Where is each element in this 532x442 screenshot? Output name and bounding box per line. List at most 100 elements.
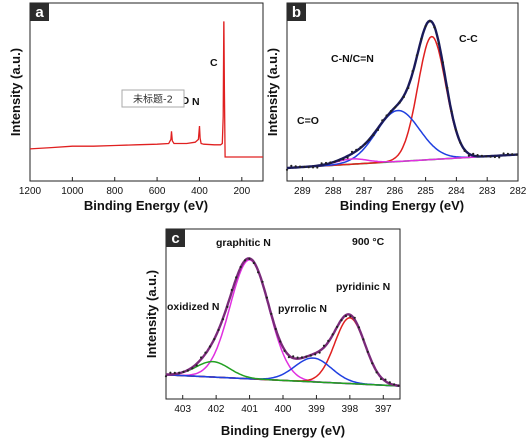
panel-c-data-point [336, 325, 339, 328]
panel-c-data-point [340, 319, 343, 322]
peak-label-oxidized-n: oxidized N [167, 301, 220, 313]
panel-b-data-point [394, 106, 397, 109]
panel-a: a 1200 1000 800 600 400 200 C N O 未标题-2 Inten… [8, 2, 264, 213]
panel-c-data-point [164, 375, 168, 378]
panel-c-data-point [300, 356, 304, 359]
panel-b-data-point [337, 159, 341, 162]
panel-b-data-point [420, 37, 423, 41]
panel-b-data-point [376, 128, 380, 131]
panel-b-data-point [385, 114, 388, 117]
panel-a-x-tick-label: 600 [149, 186, 166, 197]
panel-c-data-point [178, 371, 181, 374]
panel-b-x-tick-label: 283 [479, 186, 496, 197]
panel-c-data-point [274, 327, 277, 331]
component-c-n-c-n [286, 109, 519, 169]
panel-a-x-label: Binding Energy (eV) [84, 198, 208, 213]
panel-c-data-point [292, 355, 295, 358]
panel-c-data-point [287, 356, 290, 359]
panel-b-data-point [446, 86, 449, 89]
panel-c-data-point [213, 338, 216, 341]
panel-c-data-point [217, 328, 220, 332]
panel-c-data-point [261, 280, 264, 283]
panel-c-x-tick-label: 401 [241, 404, 258, 415]
panel-a-survey-line [29, 21, 263, 158]
panel-a-y-label: Intensity (a.u.) [8, 48, 23, 136]
temperature-label: 900 °C [352, 236, 385, 248]
panel-c-data-point [204, 351, 207, 354]
panel-c-curves [164, 257, 401, 387]
panel-b-data-point [402, 95, 405, 98]
panel-c-letter-box [166, 229, 185, 247]
panel-b-curves [285, 19, 519, 171]
peak-label-graphitic-n: graphitic N [216, 237, 271, 249]
panel-b-data-point [498, 156, 501, 159]
panel-b-x-tick-label: 285 [417, 186, 434, 197]
panel-b-x-tick-label: 286 [386, 186, 403, 197]
panel-c-data-point [322, 344, 326, 347]
panel-b-data-point [454, 128, 457, 131]
panel-c-data-point [279, 340, 282, 343]
panel-c-data-point [349, 315, 352, 318]
panel-c-x-tick-label: 400 [275, 404, 292, 415]
panel-b-data-point [342, 158, 345, 161]
panel-c-data-point [314, 353, 317, 356]
panel-b-data-point [506, 152, 509, 155]
panel-c-data-point [169, 371, 172, 374]
panel-a-x-tick-label: 800 [106, 186, 123, 197]
panel-c-data-point [353, 316, 356, 319]
window-overlay-title: 未标题-2 [133, 94, 173, 106]
panel-b-x-tick-label: 282 [510, 186, 527, 197]
panel-b-data-point [298, 165, 302, 168]
component-oxidized-n [166, 360, 401, 387]
panel-b-data-point [480, 154, 483, 157]
panel-b-data-point [363, 142, 367, 145]
component-graphitic-n [165, 259, 401, 387]
panel-b-data-point [450, 110, 453, 113]
panel-b-data-point [437, 42, 440, 45]
peak-label-o: O [181, 95, 189, 107]
panel-c-envelope [166, 257, 401, 387]
panel-b-data-point [294, 165, 297, 168]
panel-c-data-point [208, 345, 211, 348]
peak-label-c: C [210, 57, 218, 69]
panel-c-data-point [379, 377, 383, 381]
panel-b-x-tick-label: 289 [294, 186, 311, 197]
panel-c-data-point [230, 288, 233, 292]
panel-c-data-point [191, 367, 194, 370]
panel-c-data-point [327, 339, 330, 342]
panel-b-x-tick-label: 284 [448, 186, 465, 197]
panel-c-data-point [344, 315, 347, 318]
panel-a-x-tick-label: 1000 [61, 186, 84, 197]
panel-b-data-point [372, 134, 375, 137]
panel-b-data-point [493, 155, 496, 159]
panel-a-x-tick-label: 1200 [19, 186, 42, 197]
panel-c-data-point [235, 276, 238, 279]
panel-c-x-tick-label: 398 [342, 404, 359, 415]
panel-b-data-point [485, 155, 488, 158]
panel-b-y-label: Intensity (a.u.) [265, 48, 280, 136]
panel-c-data-point [252, 261, 255, 265]
peak-label-c-c: C-C [459, 33, 478, 45]
peak-label-pyrrolic-n: pyrrolic N [278, 303, 327, 315]
panel-b-letter: b [292, 4, 301, 21]
panel-a-x-ticks: 1200 1000 800 600 400 200 [19, 177, 251, 197]
panel-c-data-point [371, 362, 374, 365]
panel-b-data-point [381, 119, 384, 122]
panel-b-data-point [411, 70, 414, 73]
panel-c-data-point [388, 381, 391, 384]
panel-b-data-point [428, 20, 431, 23]
panel-b-data-point [424, 25, 427, 28]
panel-c-data-point [226, 305, 229, 308]
panel-c-data-point [200, 356, 203, 359]
panel-c-data-point [331, 333, 334, 336]
panel-c-x-tick-label: 403 [174, 404, 191, 415]
panel-c-data-point [366, 350, 369, 353]
panel-c-data-point [393, 383, 396, 386]
panel-c: c 403 402 401 400 399 398 397 900 °C graphitic… [144, 228, 401, 438]
peak-label-n: N [192, 96, 200, 108]
panel-c-data-point [270, 312, 273, 315]
panel-b: b 289 288 287 286 285 284 283 282 C-C C-N/C=N C… [265, 2, 527, 213]
panel-b-data-point [303, 165, 306, 168]
panel-c-x-tick-label: 399 [308, 404, 325, 415]
panel-c-data-point [305, 355, 308, 358]
